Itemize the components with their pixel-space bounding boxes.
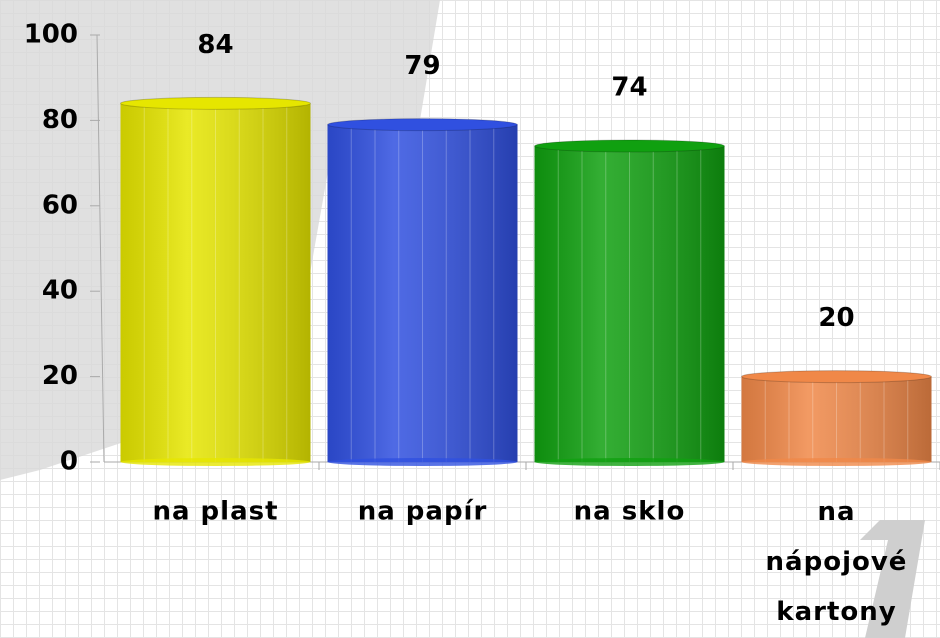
bar-bottom [741,458,932,466]
y-axis [96,34,105,463]
value-label: 20 [818,303,854,333]
y-tick-label: 40 [42,276,78,306]
y-tick-label: 20 [42,361,78,391]
bar-bottom [534,458,725,466]
y-tick-label: 60 [42,190,78,220]
x-tick-label: na sklo [574,497,686,527]
value-label: 79 [404,51,440,81]
y-tick-label: 100 [24,20,78,50]
bar-shade [534,146,725,462]
y-tick-label: 80 [42,105,78,135]
bar-bottom [327,458,518,466]
value-label: 84 [197,30,233,60]
bar-bottom [120,458,311,466]
value-label: 74 [611,73,647,103]
bar-shade [120,103,311,462]
bar-top [120,96,311,110]
bar-shade [741,376,932,462]
bar-top [534,139,725,153]
bar-top [327,118,518,132]
x-tick-label: na nápojové kartony [766,497,908,627]
background-seven [860,520,925,638]
bar-top [741,370,932,384]
y-tick-label: 0 [60,447,78,477]
x-tick-label: na papír [358,497,488,527]
bar-shade [327,124,518,463]
x-tick-label: na plast [152,497,278,527]
